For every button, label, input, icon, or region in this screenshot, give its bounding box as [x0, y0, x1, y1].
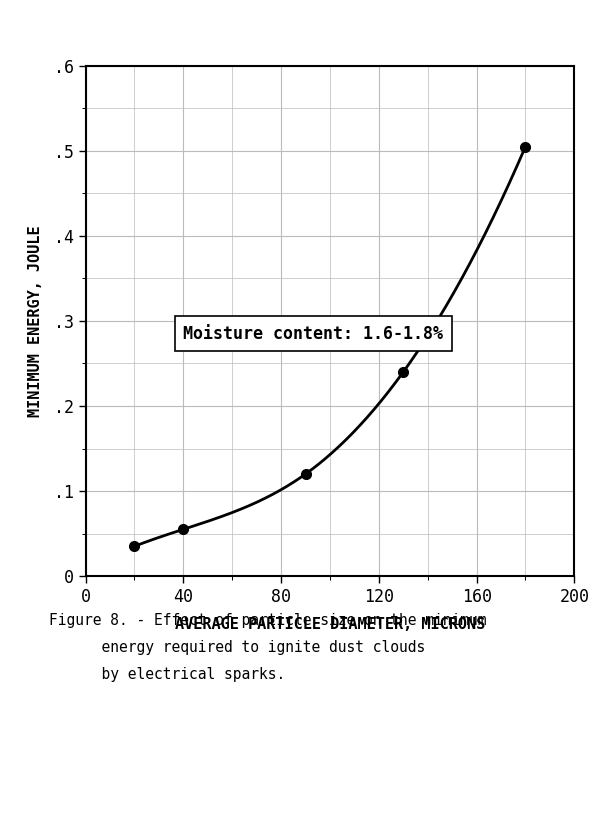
Text: Moisture content: 1.6-1.8%: Moisture content: 1.6-1.8% — [183, 325, 444, 342]
Y-axis label: MINIMUM ENERGY, JOULE: MINIMUM ENERGY, JOULE — [27, 226, 43, 416]
Text: by electrical sparks.: by electrical sparks. — [49, 667, 285, 682]
X-axis label: AVERAGE PARTICLE DIAMETER, MICRONS: AVERAGE PARTICLE DIAMETER, MICRONS — [175, 617, 485, 632]
Text: energy required to ignite dust clouds: energy required to ignite dust clouds — [49, 640, 425, 655]
Text: Figure 8. - Effect of particle size on the minimum: Figure 8. - Effect of particle size on t… — [49, 613, 486, 628]
